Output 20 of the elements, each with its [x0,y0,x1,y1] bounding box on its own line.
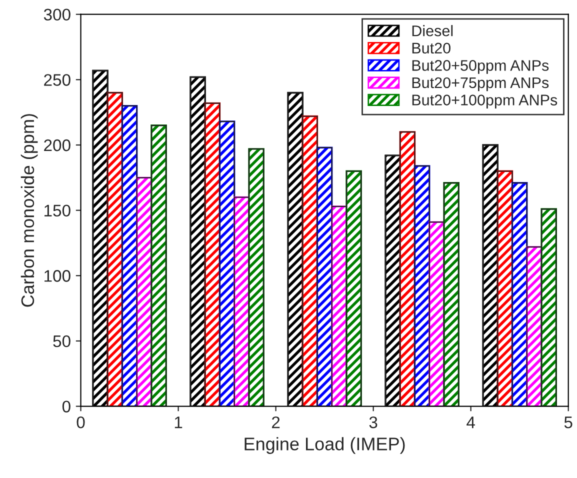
x-tick-label: 4 [466,416,475,428]
x-tick-label: 0 [76,416,85,428]
y-axis-title: Carbon monoxide (ppm) [20,114,38,307]
y-tick-label: 150 [44,204,70,217]
x-tick-label: 2 [272,416,280,428]
x-axis-title: Engine Load (IMEP) [244,437,405,454]
legend-label: But20 [412,42,450,54]
y-tick-label: 250 [44,74,70,86]
legend-label: But20+75ppm ANPs [412,77,549,92]
x-tick-label: 5 [564,416,572,428]
y-tick-label: 200 [44,139,70,152]
legend-label: But20+100ppm ANPs [412,94,558,108]
y-tick-label: 100 [44,270,70,282]
x-tick-label: 1 [174,416,182,428]
legend-label: But20+50ppm ANPs [412,60,549,74]
y-tick-label: 300 [44,8,70,21]
x-tick-label: 3 [369,416,378,428]
legend-label: Diesel [412,25,453,36]
y-tick-label: 0 [62,400,70,413]
y-tick-label: 50 [53,335,70,348]
